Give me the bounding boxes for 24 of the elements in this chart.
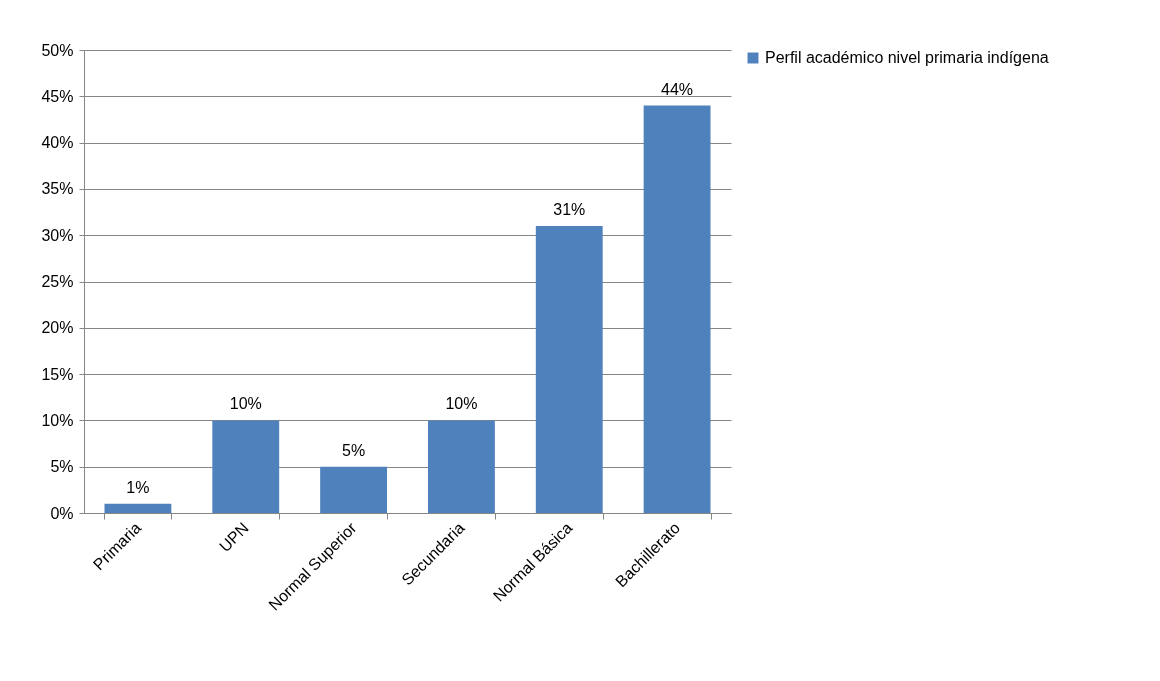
y-tick-label: 50% (41, 41, 74, 59)
y-tick-label: 30% (41, 226, 74, 244)
y-tick-label: 35% (41, 180, 74, 198)
data-label: 1% (126, 478, 150, 496)
bar (427, 420, 495, 513)
bar (320, 466, 388, 513)
y-tick-label: 25% (41, 273, 74, 290)
y-tick-label: 0% (50, 504, 74, 522)
data-label: 44% (661, 80, 694, 98)
bar (104, 503, 172, 513)
data-label: 31% (553, 200, 586, 218)
y-tick-label: 20% (41, 319, 74, 337)
y-tick-label: 40% (41, 134, 74, 152)
bar (212, 420, 280, 513)
bar (643, 105, 711, 513)
y-tick-label: 45% (41, 87, 74, 105)
bar (535, 225, 603, 513)
y-tick-label: 10% (41, 411, 74, 429)
data-label: 5% (342, 441, 366, 459)
y-tick-label: 15% (41, 365, 74, 383)
data-label: 10% (229, 395, 262, 413)
legend-label: Perfil académico nivel primaria indígena (765, 49, 1049, 66)
data-label: 10% (445, 395, 478, 413)
y-tick-label: 5% (50, 458, 74, 476)
